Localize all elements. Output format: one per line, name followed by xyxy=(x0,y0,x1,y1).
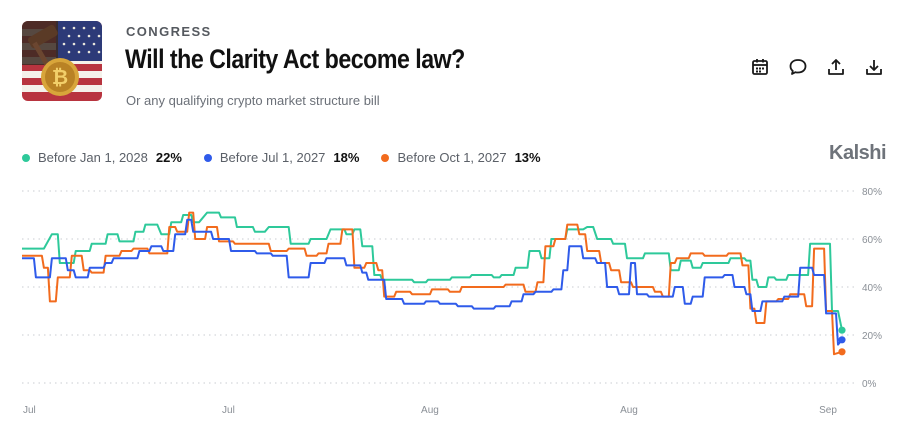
y-tick-label: 0% xyxy=(862,379,877,390)
x-tick-label: Sep xyxy=(819,405,837,416)
calendar-icon[interactable] xyxy=(750,56,770,78)
legend-item-jul-2027[interactable]: Before Jul 1, 2027 18% xyxy=(203,150,360,165)
legend-dot xyxy=(381,153,390,162)
legend-dot xyxy=(203,153,212,162)
legend-item-oct-2027[interactable]: Before Oct 1, 2027 13% xyxy=(381,150,541,165)
legend-value: 22% xyxy=(155,150,182,165)
legend-label: Before Jan 1, 2028 xyxy=(38,150,148,165)
y-tick-label: 40% xyxy=(862,283,882,294)
market-subtitle: Or any qualifying crypto market structur… xyxy=(126,93,380,108)
share-icon[interactable] xyxy=(826,56,846,78)
legend-value: 13% xyxy=(514,150,541,165)
legend-item-jan-2028[interactable]: Before Jan 1, 2028 22% xyxy=(22,150,182,165)
legend-label: Before Oct 1, 2027 xyxy=(397,150,507,165)
market-title: Will the Clarity Act become law? xyxy=(125,44,465,74)
y-tick-label: 60% xyxy=(862,235,882,246)
chart-legend: Before Jan 1, 2028 22% Before Jul 1, 202… xyxy=(22,150,541,165)
series-endpoint xyxy=(838,336,846,344)
series-line xyxy=(22,211,843,331)
x-tick-label: Aug xyxy=(421,405,439,416)
comment-icon[interactable] xyxy=(788,56,808,78)
series-line xyxy=(22,211,843,356)
y-tick-label: 80% xyxy=(862,187,882,198)
market-thumbnail: ₿ xyxy=(22,21,102,101)
market-category[interactable]: CONGRESS xyxy=(126,24,212,39)
legend-value: 18% xyxy=(333,150,360,165)
series-endpoint xyxy=(838,348,846,356)
kalshi-logo[interactable]: Kalshi xyxy=(829,142,887,164)
y-tick-label: 20% xyxy=(862,331,882,342)
action-bar xyxy=(750,56,884,78)
x-tick-label: Aug xyxy=(620,405,638,416)
legend-dot xyxy=(22,153,30,162)
svg-text:₿: ₿ xyxy=(52,65,68,89)
bitcoin-gavel-flag-image: ₿ xyxy=(22,21,102,101)
x-tick-label: Jul xyxy=(23,405,36,416)
series-endpoint xyxy=(838,326,846,334)
legend-label: Before Jul 1, 2027 xyxy=(219,150,326,165)
download-icon[interactable] xyxy=(864,56,884,78)
x-tick-label: Jul xyxy=(222,405,235,416)
series-line xyxy=(22,218,843,346)
